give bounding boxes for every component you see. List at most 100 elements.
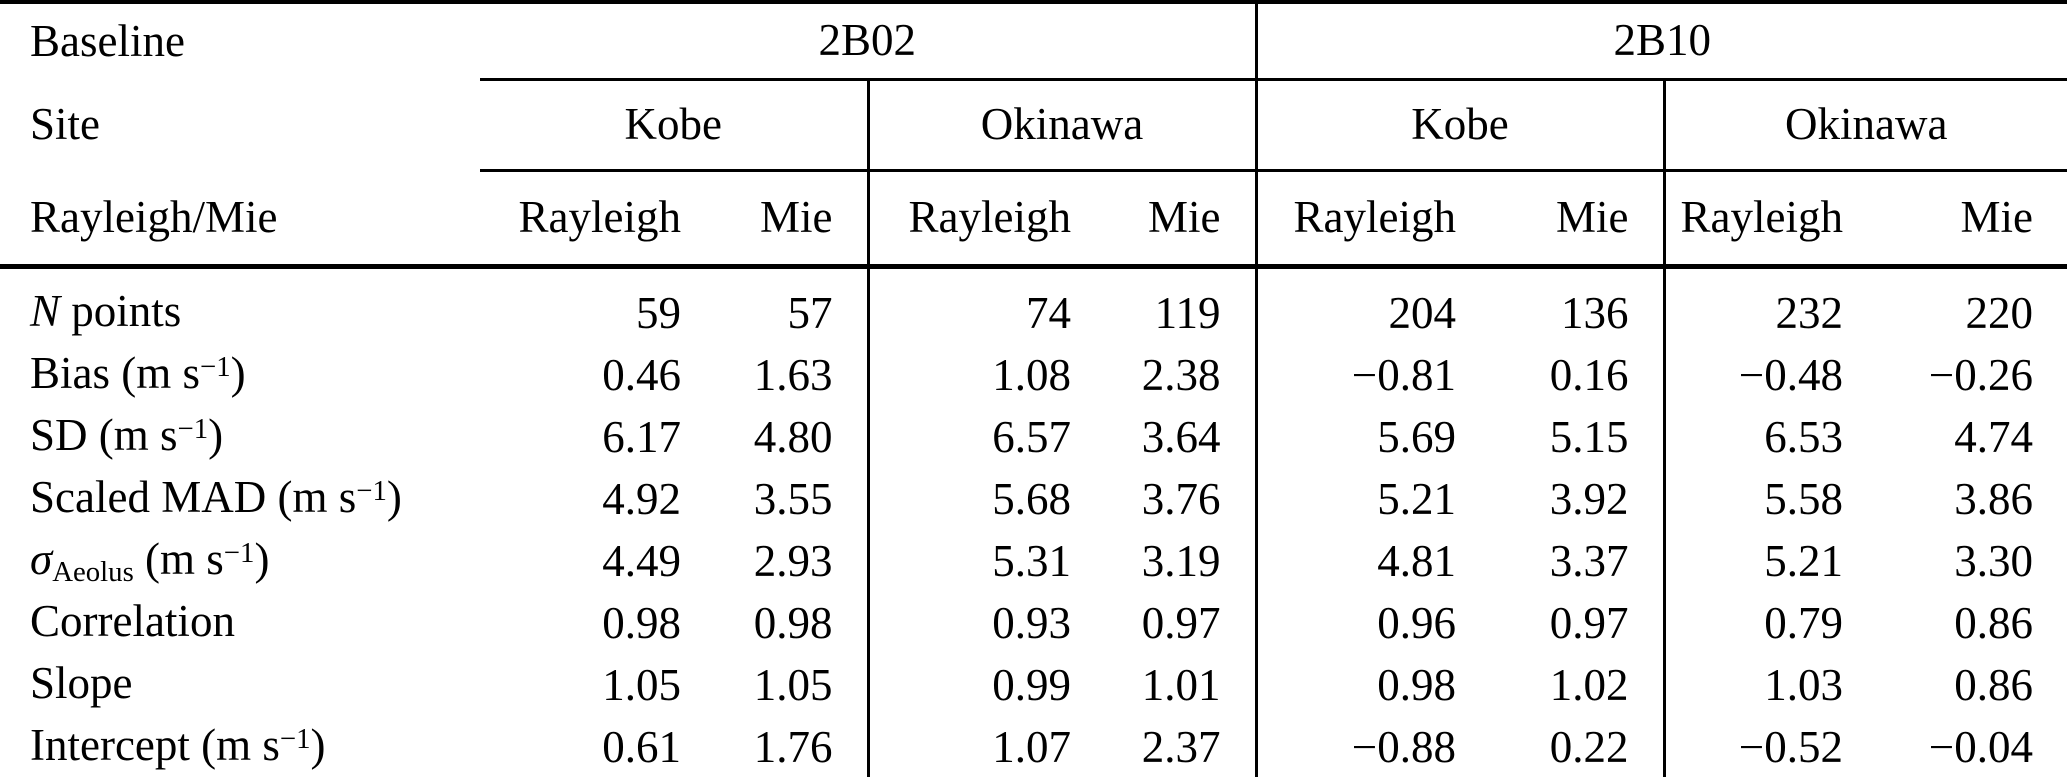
value-cell: 6.57 (866, 407, 1105, 469)
site-okinawa-2b02: Okinawa (866, 79, 1257, 172)
row-label: N points (0, 267, 480, 346)
row-label-text: Bias (30, 348, 111, 399)
value-cell: 3.37 (1549, 536, 1629, 587)
baseline-row-label: Baseline (0, 0, 480, 80)
channel-header: Rayleigh (1254, 170, 1491, 269)
channel-header: Rayleigh (480, 170, 715, 269)
value-cell: 3.92 (1549, 474, 1629, 525)
value-cell: 3.30 (1954, 536, 2034, 587)
row-label: SD (m s−1) (0, 407, 480, 469)
value-cell: 5.69 (1254, 407, 1491, 469)
channel-row-label: Rayleigh/Mie (0, 170, 480, 269)
value-cell: 6.17 (602, 412, 681, 463)
value-cell: 5.68 (866, 469, 1105, 531)
value-cell: 5.58 (1662, 469, 1878, 531)
value-cell: 4.74 (1954, 412, 2034, 463)
value-cell: 0.97 (1549, 598, 1629, 649)
value-cell: 3.64 (1141, 412, 1221, 463)
row-unit-close: ) (230, 348, 246, 399)
channel-header: Mie (1877, 170, 2067, 269)
row-label: Scaled MAD (m s−1) (0, 469, 480, 531)
value-cell: 5.21 (1254, 469, 1491, 531)
site-row-label: Site (30, 99, 101, 150)
row-label: Bias (m s−1) (0, 345, 480, 407)
value-cell: 74 (866, 266, 1105, 345)
value-cell: 0.97 (1141, 598, 1221, 649)
value-cell: −0.26 (1928, 350, 2034, 401)
value-cell: 5.21 (1662, 531, 1878, 593)
value-cell: 0.79 (1662, 593, 1878, 655)
value-cell: 2.37 (1141, 722, 1221, 773)
value-cell: 1.03 (1662, 655, 1878, 717)
value-cell: 0.98 (602, 598, 681, 649)
row-unit-sup: −1 (356, 475, 387, 508)
value-cell: 4.80 (753, 412, 833, 463)
value-cell: 4.49 (602, 536, 681, 587)
value-cell: 0.93 (866, 593, 1105, 655)
channel-header: Mie (1105, 170, 1257, 269)
row-label-sub: Aeolus (52, 556, 134, 589)
row-unit-open: (m s (189, 720, 280, 771)
value-cell: 0.86 (1954, 598, 2034, 649)
channel-header: Mie (1490, 170, 1665, 269)
header-row-baseline: Baseline 2B02 2B10 (0, 0, 2067, 81)
value-cell: 0.98 (753, 598, 833, 649)
table-row: Slope 1.05 1.05 0.99 1.01 0.98 1.02 1.03… (0, 655, 2067, 717)
channel-header: Rayleigh (866, 170, 1105, 269)
value-cell: 4.92 (602, 474, 681, 525)
row-unit-close: ) (254, 534, 270, 585)
value-cell: 1.08 (866, 345, 1105, 407)
row-unit-open: (m s (266, 472, 357, 523)
row-unit-open: (m s (87, 410, 178, 461)
site-okinawa-2b10: Okinawa (1662, 79, 2067, 172)
channel-header: Mie (715, 170, 868, 269)
row-label-text: Intercept (30, 720, 190, 771)
value-cell: 6.53 (1662, 407, 1878, 469)
row-label-text: SD (30, 410, 88, 461)
row-unit-open: (m s (133, 534, 224, 585)
value-cell: 2.38 (1141, 350, 1221, 401)
value-cell: 0.99 (866, 655, 1105, 717)
value-cell: 57 (787, 288, 833, 339)
channel-header: Rayleigh (1662, 170, 1878, 269)
value-cell: 0.96 (1254, 593, 1491, 655)
row-label-text: Scaled MAD (30, 472, 267, 523)
row-label-italic: σ (30, 534, 53, 585)
row-label: Correlation (0, 593, 480, 655)
value-cell: 136 (1561, 288, 1629, 339)
table-row: N points 59 57 74 119 204 136 232 220 (0, 266, 2067, 346)
value-cell: −0.04 (1928, 722, 2034, 773)
value-cell: 2.93 (753, 536, 833, 587)
value-cell: 232 (1662, 266, 1878, 345)
table-row: SD (m s−1) 6.17 4.80 6.57 3.64 5.69 5.15… (0, 407, 2067, 469)
value-cell: 220 (1965, 288, 2034, 339)
row-unit-close: ) (310, 720, 326, 771)
value-cell: 3.86 (1954, 474, 2034, 525)
value-cell: 0.16 (1549, 350, 1629, 401)
value-cell: 3.55 (753, 474, 833, 525)
value-cell: 59 (636, 288, 681, 339)
value-cell: −0.48 (1662, 345, 1878, 407)
value-cell: 3.76 (1141, 474, 1221, 525)
value-cell: 1.07 (866, 717, 1105, 777)
row-label: σAeolus (m s−1) (0, 531, 480, 593)
value-cell: 0.98 (1254, 655, 1491, 717)
value-cell: −0.52 (1662, 717, 1878, 777)
row-unit-sup: −1 (223, 537, 255, 570)
value-cell: 1.63 (753, 350, 833, 401)
value-cell: 4.81 (1254, 531, 1491, 593)
value-cell: 0.86 (1954, 660, 2034, 711)
row-label-italic: N (30, 286, 61, 337)
value-cell: 204 (1254, 266, 1491, 345)
row-unit-open: (m s (110, 348, 201, 399)
value-cell: −0.88 (1254, 717, 1491, 777)
header-row-site: Site Kobe Okinawa Kobe Okinawa (0, 79, 2067, 172)
site-kobe-2b10: Kobe (1254, 79, 1665, 172)
baseline-2b10: 2B10 (1254, 0, 2067, 81)
row-label-text: Correlation (30, 596, 235, 647)
row-unit-close: ) (208, 410, 224, 461)
table-row: Intercept (m s−1) 0.61 1.76 1.07 2.37 −0… (0, 717, 2067, 777)
value-cell: 1.05 (753, 660, 833, 711)
value-cell: 1.01 (1141, 660, 1221, 711)
table-row: σAeolus (m s−1) 4.49 2.93 5.31 3.19 4.81… (0, 531, 2067, 593)
